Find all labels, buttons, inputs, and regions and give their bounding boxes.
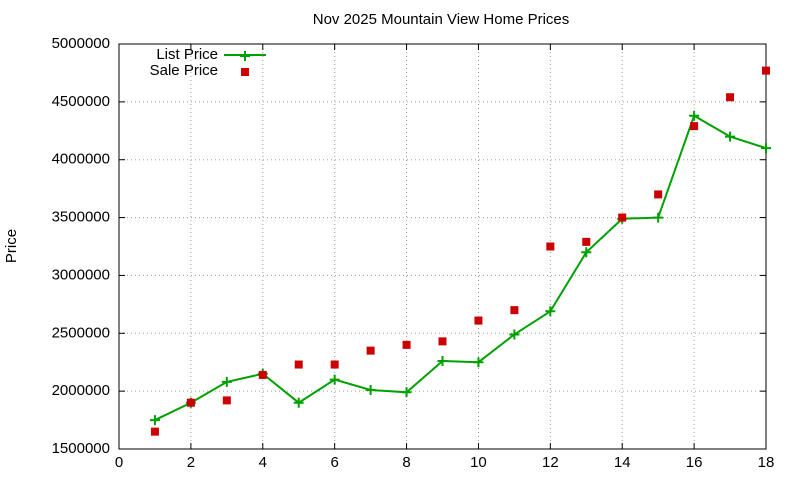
point (149, 415, 160, 426)
point (510, 306, 519, 315)
point (401, 387, 412, 398)
point (366, 346, 375, 355)
point (293, 397, 304, 408)
y-axis-label: Price (3, 229, 20, 263)
point (437, 356, 448, 367)
legend-marker (240, 51, 250, 61)
point (221, 376, 232, 387)
y-tick-label: 2000000 (52, 382, 110, 399)
point (402, 340, 411, 349)
legend-marker (241, 68, 249, 76)
point (258, 370, 267, 379)
x-tick-label: 12 (542, 454, 559, 471)
x-tick-label: 16 (686, 454, 703, 471)
x-tick-label: 6 (330, 454, 338, 471)
series-line (154, 114, 767, 421)
chart-title: Nov 2025 Mountain View Home Prices (313, 11, 570, 28)
point (725, 131, 736, 142)
y-tick-label: 3000000 (52, 266, 110, 283)
point (294, 360, 303, 369)
y-tick-label: 5000000 (52, 35, 110, 52)
point (654, 190, 663, 199)
point (365, 384, 376, 395)
legend-label: Sale Price (150, 62, 218, 79)
point (546, 242, 555, 251)
plot-frame (118, 43, 767, 450)
point (582, 237, 591, 246)
y-tick-label: 4000000 (52, 151, 110, 168)
y-tick-label: 4500000 (52, 93, 110, 110)
point (473, 357, 484, 368)
point (438, 337, 447, 346)
y-tick-label: 3500000 (52, 209, 110, 226)
point (762, 66, 770, 75)
point (545, 306, 556, 317)
x-tick-label: 18 (758, 454, 775, 471)
x-tick-label: 0 (115, 454, 123, 471)
point (726, 93, 735, 102)
x-tick-label: 2 (187, 454, 195, 471)
x-tick-label: 14 (614, 454, 631, 471)
legend-label: List Price (156, 46, 218, 63)
point (329, 374, 340, 385)
point (690, 122, 699, 131)
x-tick-label: 4 (259, 454, 267, 471)
x-tick-label: 8 (402, 454, 410, 471)
y-tick-label: 2500000 (52, 324, 110, 341)
point (689, 110, 700, 121)
point (653, 212, 664, 223)
point (330, 360, 339, 369)
point (581, 247, 592, 258)
point (509, 329, 520, 340)
y-tick-label: 1500000 (52, 440, 110, 457)
point (474, 316, 483, 325)
point (186, 398, 195, 407)
point (150, 427, 159, 436)
point (761, 143, 771, 154)
x-tick-label: 10 (470, 454, 487, 471)
point (618, 213, 627, 222)
point (222, 396, 231, 405)
